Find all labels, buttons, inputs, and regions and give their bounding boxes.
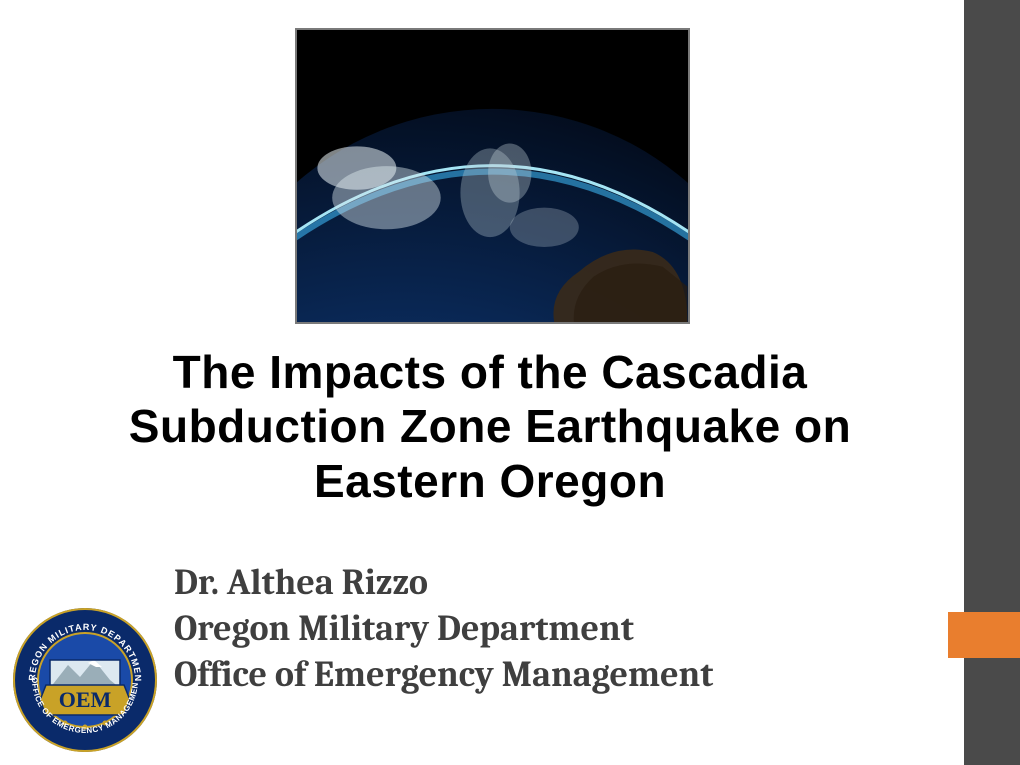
logo-center-text: OEM: [59, 687, 112, 712]
office-line: Office of Emergency Management: [174, 652, 894, 698]
presenter-name: Dr. Althea Rizzo: [174, 560, 894, 606]
subtitle-block: Dr. Althea Rizzo Oregon Military Departm…: [174, 560, 894, 698]
slide-title: The Impacts of the Cascadia Subduction Z…: [40, 345, 940, 508]
orange-accent-bar: [948, 612, 1020, 658]
earth-svg: [297, 30, 688, 322]
earth-from-space-image: [295, 28, 690, 324]
department-line: Oregon Military Department: [174, 606, 894, 652]
presentation-slide: The Impacts of the Cascadia Subduction Z…: [0, 0, 1020, 765]
oem-seal-logo: OEM OREGON MILITARY DEPARTMENT OFFICE OF…: [10, 605, 160, 755]
